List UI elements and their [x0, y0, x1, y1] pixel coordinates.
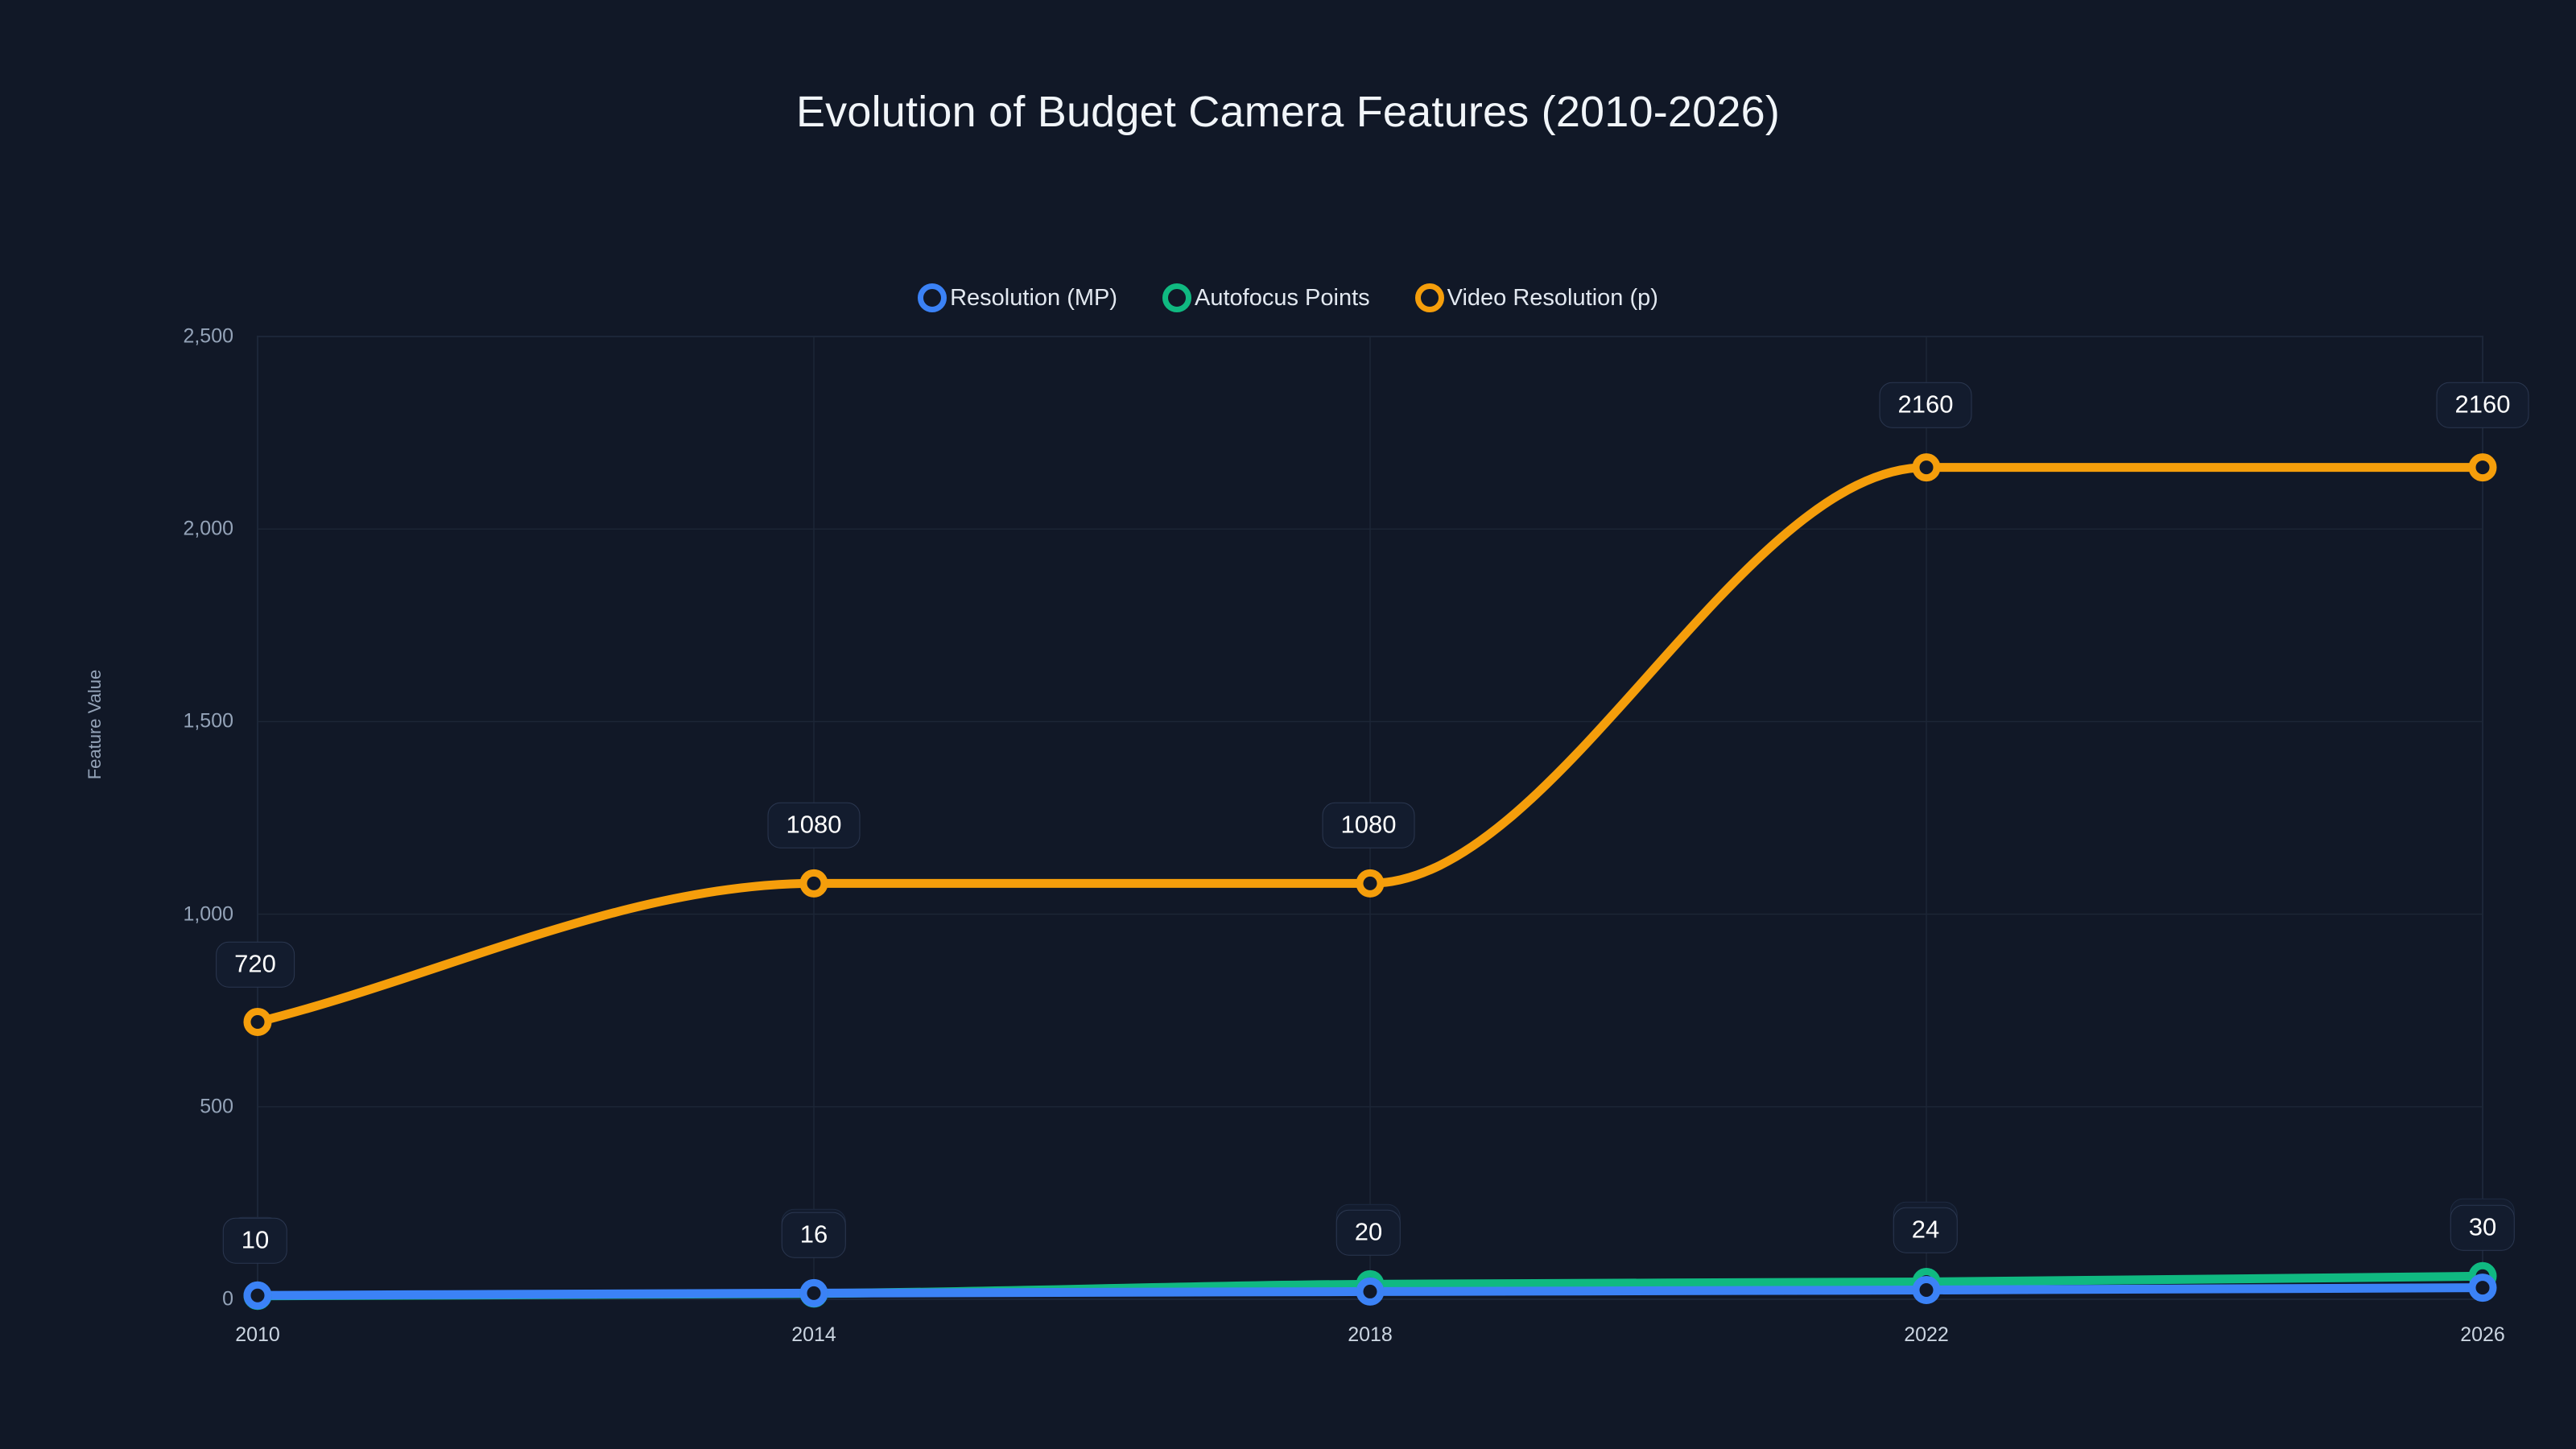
data-label-resolution: 30	[2450, 1204, 2516, 1251]
data-label-video: 1080	[1322, 802, 1415, 848]
x-axis-tick-label: 2010	[235, 1323, 280, 1346]
y-axis-tick-label: 500	[200, 1095, 233, 1118]
chart-legend: Resolution (MP) Autofocus Points Video R…	[0, 283, 2576, 312]
y-axis-tick-label: 0	[222, 1287, 233, 1311]
data-label-resolution: 10	[222, 1217, 288, 1264]
data-label-video: 720	[216, 941, 295, 988]
circle-outline-icon	[1414, 283, 1444, 312]
circle-outline-icon	[918, 283, 947, 312]
data-label-video: 2160	[1879, 382, 1972, 428]
y-axis-tick-label: 1,500	[183, 709, 233, 733]
legend-item-video[interactable]: Video Resolution (p)	[1414, 283, 1658, 312]
data-label-video: 1080	[767, 802, 861, 848]
circle-outline-icon	[1162, 283, 1192, 312]
legend-label: Video Resolution (p)	[1447, 284, 1658, 311]
x-axis-tick-label: 2014	[791, 1323, 836, 1346]
legend-item-resolution[interactable]: Resolution (MP)	[918, 283, 1117, 312]
x-axis-tick-label: 2018	[1348, 1323, 1393, 1346]
x-axis-tick-label: 2026	[2460, 1323, 2505, 1346]
data-label-video: 2160	[2436, 382, 2529, 428]
data-label-resolution: 20	[1335, 1209, 1402, 1256]
y-axis-tick-label: 1,000	[183, 902, 233, 926]
data-label-resolution: 16	[781, 1212, 847, 1258]
page-title: Evolution of Budget Camera Features (201…	[795, 88, 1781, 136]
data-label-resolution: 24	[1893, 1207, 1959, 1253]
legend-label: Autofocus Points	[1195, 284, 1370, 311]
y-axis-tick-label: 2,500	[183, 324, 233, 348]
x-axis-tick-label: 2022	[1904, 1323, 1949, 1346]
legend-label: Resolution (MP)	[950, 284, 1118, 311]
y-axis-tick-label: 2,000	[183, 517, 233, 540]
legend-item-autofocus[interactable]: Autofocus Points	[1162, 283, 1370, 312]
